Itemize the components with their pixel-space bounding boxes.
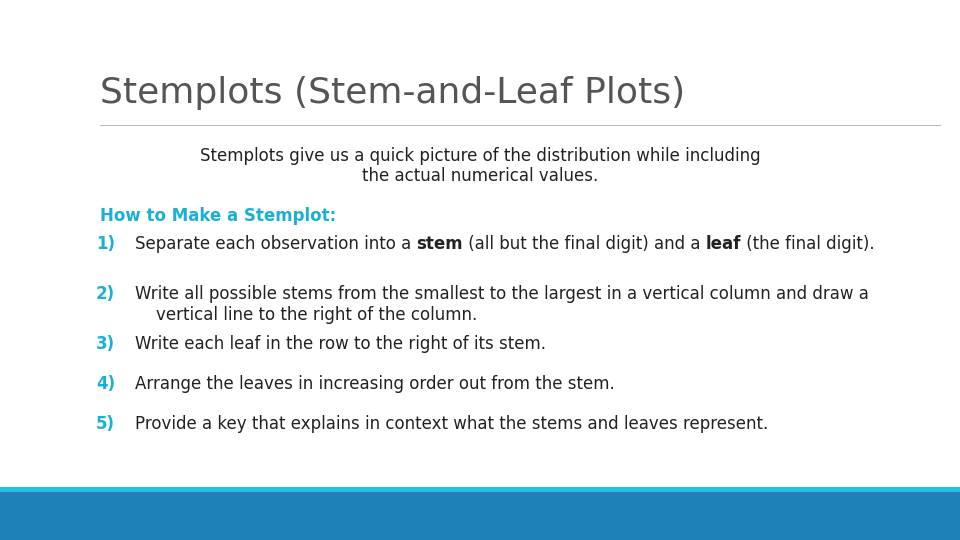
Bar xyxy=(0,487,960,492)
Text: Separate each observation into a: Separate each observation into a xyxy=(135,235,417,253)
Text: 1): 1) xyxy=(96,235,115,253)
Text: (the final digit).: (the final digit). xyxy=(741,235,875,253)
Text: 2): 2) xyxy=(96,285,115,303)
Text: How to Make a Stemplot:: How to Make a Stemplot: xyxy=(100,207,336,225)
Text: 5): 5) xyxy=(96,415,115,433)
Text: the actual numerical values.: the actual numerical values. xyxy=(362,167,598,185)
Text: Write all possible stems from the smallest to the largest in a vertical column a: Write all possible stems from the smalle… xyxy=(135,285,869,324)
Text: Provide a key that explains in context what the stems and leaves represent.: Provide a key that explains in context w… xyxy=(135,415,768,433)
Text: Stemplots (Stem-and-Leaf Plots): Stemplots (Stem-and-Leaf Plots) xyxy=(100,76,685,110)
Text: 3): 3) xyxy=(96,335,115,353)
Text: 4): 4) xyxy=(96,375,115,393)
Text: (all but the final digit) and a: (all but the final digit) and a xyxy=(463,235,706,253)
Text: stem: stem xyxy=(417,235,463,253)
Text: Write each leaf in the row to the right of its stem.: Write each leaf in the row to the right … xyxy=(135,335,546,353)
Bar xyxy=(0,492,960,540)
Text: Stemplots give us a quick picture of the distribution while including: Stemplots give us a quick picture of the… xyxy=(200,147,760,165)
Text: Arrange the leaves in increasing order out from the stem.: Arrange the leaves in increasing order o… xyxy=(135,375,614,393)
Text: leaf: leaf xyxy=(706,235,741,253)
